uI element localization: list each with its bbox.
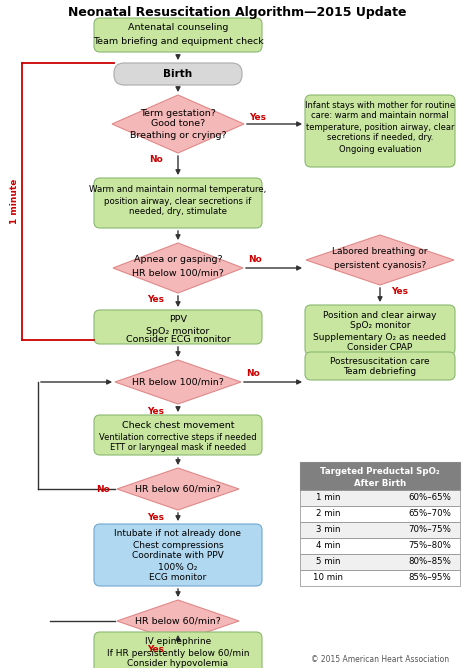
Text: No: No <box>248 255 262 265</box>
Text: Position and clear airway: Position and clear airway <box>323 311 437 319</box>
Polygon shape <box>306 235 454 285</box>
Text: Consider hypovolemia: Consider hypovolemia <box>128 659 228 668</box>
Text: Yes: Yes <box>147 645 164 653</box>
Text: 2 min: 2 min <box>316 510 340 518</box>
Text: 85%–95%: 85%–95% <box>409 574 451 582</box>
Text: Yes: Yes <box>147 295 164 305</box>
Text: 10 min: 10 min <box>313 574 343 582</box>
Text: Targeted Preductal SpO₂: Targeted Preductal SpO₂ <box>320 468 440 476</box>
Text: SpO₂ monitor: SpO₂ monitor <box>146 327 210 335</box>
Polygon shape <box>115 360 241 404</box>
Polygon shape <box>113 243 243 293</box>
Text: No: No <box>149 156 163 164</box>
Text: 3 min: 3 min <box>316 526 340 534</box>
FancyBboxPatch shape <box>114 63 242 85</box>
Text: 100% O₂: 100% O₂ <box>158 562 198 572</box>
Text: © 2015 American Heart Association: © 2015 American Heart Association <box>311 655 449 665</box>
Text: IV epinephrine: IV epinephrine <box>145 637 211 647</box>
Text: 1 minute: 1 minute <box>10 179 19 224</box>
Bar <box>300 522 460 538</box>
Text: Antenatal counseling: Antenatal counseling <box>128 23 228 33</box>
Text: No: No <box>96 484 110 494</box>
Text: 4 min: 4 min <box>316 542 340 550</box>
Text: HR below 60/min?: HR below 60/min? <box>135 484 221 494</box>
Bar <box>300 462 460 490</box>
Text: needed, dry, stimulate: needed, dry, stimulate <box>129 208 227 216</box>
Text: HR below 100/min?: HR below 100/min? <box>132 377 224 387</box>
Polygon shape <box>112 95 244 153</box>
Text: Warm and maintain normal temperature,: Warm and maintain normal temperature, <box>90 186 266 194</box>
Text: ECG monitor: ECG monitor <box>149 574 207 582</box>
Text: Apnea or gasping?: Apnea or gasping? <box>134 255 222 265</box>
Text: Breathing or crying?: Breathing or crying? <box>130 130 226 140</box>
Text: 75%–80%: 75%–80% <box>409 542 451 550</box>
Text: Chest compressions: Chest compressions <box>133 540 223 550</box>
Text: Yes: Yes <box>249 112 266 122</box>
Text: SpO₂ monitor: SpO₂ monitor <box>350 321 410 331</box>
Text: Labored breathing or: Labored breathing or <box>332 248 428 257</box>
FancyBboxPatch shape <box>305 305 455 355</box>
Text: persistent cyanosis?: persistent cyanosis? <box>334 261 426 269</box>
FancyBboxPatch shape <box>94 524 262 586</box>
Bar <box>300 554 460 570</box>
Text: Ongoing evaluation: Ongoing evaluation <box>339 144 421 154</box>
FancyBboxPatch shape <box>94 415 262 455</box>
Polygon shape <box>117 468 239 510</box>
Text: Yes: Yes <box>392 287 409 297</box>
Text: Team debriefing: Team debriefing <box>344 367 417 377</box>
Text: Infant stays with mother for routine: Infant stays with mother for routine <box>305 100 455 110</box>
Text: Ventilation corrective steps if needed: Ventilation corrective steps if needed <box>99 432 257 442</box>
Text: Check chest movement: Check chest movement <box>122 422 234 430</box>
Text: Intubate if not already done: Intubate if not already done <box>115 530 241 538</box>
Text: No: No <box>246 369 260 379</box>
Bar <box>300 570 460 586</box>
Text: Postresuscitation care: Postresuscitation care <box>330 357 430 367</box>
Text: Term gestation?: Term gestation? <box>140 108 216 118</box>
Text: 70%–75%: 70%–75% <box>409 526 451 534</box>
FancyBboxPatch shape <box>305 95 455 167</box>
Text: Yes: Yes <box>147 407 164 415</box>
Text: PPV: PPV <box>169 315 187 325</box>
FancyBboxPatch shape <box>94 632 262 668</box>
FancyBboxPatch shape <box>94 18 262 52</box>
Text: Good tone?: Good tone? <box>151 120 205 128</box>
FancyBboxPatch shape <box>305 352 455 380</box>
Text: temperature, position airway, clear: temperature, position airway, clear <box>306 122 454 132</box>
Bar <box>300 490 460 506</box>
Text: Consider ECG monitor: Consider ECG monitor <box>126 335 230 345</box>
Text: 5 min: 5 min <box>316 558 340 566</box>
Text: Coordinate with PPV: Coordinate with PPV <box>132 552 224 560</box>
Text: 1 min: 1 min <box>316 494 340 502</box>
Text: Supplementary O₂ as needed: Supplementary O₂ as needed <box>313 333 447 341</box>
Text: HR below 100/min?: HR below 100/min? <box>132 269 224 277</box>
Polygon shape <box>117 600 239 642</box>
Text: Team briefing and equipment check: Team briefing and equipment check <box>92 37 264 45</box>
Bar <box>300 538 460 554</box>
Text: Consider CPAP: Consider CPAP <box>347 343 413 353</box>
Text: If HR persistently below 60/min: If HR persistently below 60/min <box>107 649 249 657</box>
Text: Birth: Birth <box>164 69 192 79</box>
FancyBboxPatch shape <box>94 178 262 228</box>
Text: 65%–70%: 65%–70% <box>409 510 451 518</box>
Text: secretions if needed, dry.: secretions if needed, dry. <box>327 134 433 142</box>
Text: Yes: Yes <box>147 512 164 522</box>
Text: 60%–65%: 60%–65% <box>409 494 451 502</box>
Text: After Birth: After Birth <box>354 478 406 488</box>
Text: care: warm and maintain normal: care: warm and maintain normal <box>311 112 449 120</box>
Text: 80%–85%: 80%–85% <box>409 558 451 566</box>
FancyBboxPatch shape <box>94 310 262 344</box>
Text: HR below 60/min?: HR below 60/min? <box>135 617 221 625</box>
Text: ETT or laryngeal mask if needed: ETT or laryngeal mask if needed <box>110 444 246 452</box>
Bar <box>300 506 460 522</box>
Text: Neonatal Resuscitation Algorithm—2015 Update: Neonatal Resuscitation Algorithm—2015 Up… <box>68 6 406 19</box>
Text: position airway, clear secretions if: position airway, clear secretions if <box>104 196 252 206</box>
